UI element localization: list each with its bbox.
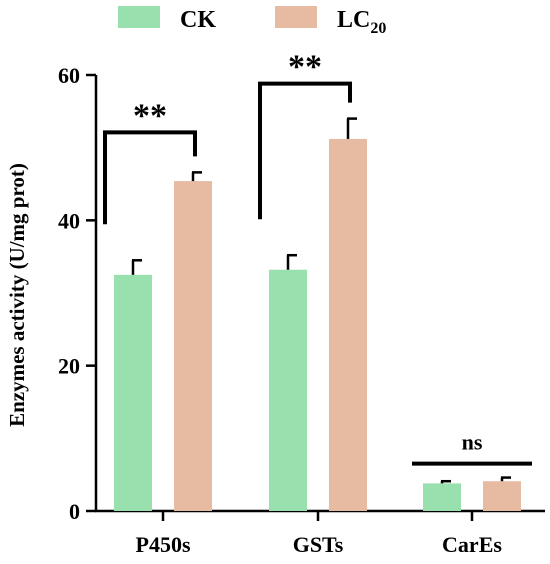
x-axis: P450s GSTs CarEs [95,509,545,557]
y-tick-label: 40 [58,208,80,233]
bar [114,274,152,511]
legend-swatch [118,6,160,28]
bar [269,269,307,511]
x-tick-label: P450s [136,532,191,557]
significance-bracket [103,130,197,225]
error-bars [131,117,511,484]
significance-label: ** [288,49,322,86]
significance-label: ** [133,97,167,134]
bar [423,483,461,511]
x-tick-label: GSTs [293,532,344,557]
significance-label: ns [462,430,483,455]
legend: CK LC20 [118,6,386,37]
legend-item: LC20 [275,6,386,37]
bars [114,138,521,512]
legend-label: LC20 [337,7,386,37]
legend-swatch [275,6,317,28]
y-tick-label: 60 [58,63,80,88]
legend-label: CK [180,7,216,33]
legend-subscript: 20 [370,20,386,37]
legend-item: CK [118,6,216,33]
bar [483,481,521,511]
significance-annotations: ** ** ns [103,49,532,466]
y-axis: 0 20 40 60 [58,63,98,524]
y-axis-title: Enzymes activity (U/mg prot) [5,163,29,427]
significance-bracket [258,81,352,220]
y-tick-label: 20 [58,354,80,379]
y-tick-label: 0 [69,499,80,524]
bar [174,181,212,512]
bar [329,138,367,512]
x-tick-label: CarEs [442,532,502,557]
